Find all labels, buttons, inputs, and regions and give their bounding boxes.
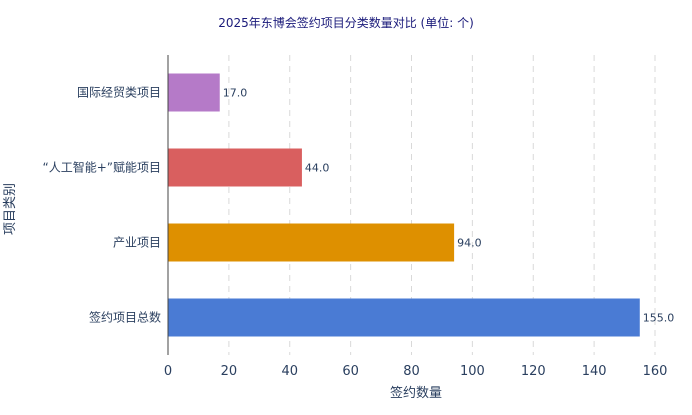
x-tick-label: 0 [164,364,172,379]
bar [168,223,455,262]
x-axis-title: 签约数量 [390,385,442,401]
x-tick-labels: 0 20 40 60 80 100 120 140 160 [164,364,668,379]
data-label: 44.0 [305,162,330,175]
x-tick-label: 140 [582,364,607,379]
category-label: 国际经贸类项目 [77,86,161,100]
bars [168,73,640,337]
x-tick-label: 60 [342,364,359,379]
x-tick-label: 100 [460,364,485,379]
data-label: 155.0 [643,312,675,325]
bar [168,298,640,337]
x-tick-label: 40 [281,364,298,379]
bar [168,73,220,112]
category-label: 产业项目 [113,236,161,250]
x-tick-label: 20 [221,364,238,379]
y-axis-title: 项目类别 [3,183,18,235]
gridlines [228,55,656,355]
data-label: 17.0 [223,87,248,100]
category-label: 签约项目总数 [89,310,161,325]
bar [168,148,302,187]
x-tick-label: 80 [403,364,420,379]
x-tick-label: 160 [643,364,668,379]
data-label: 94.0 [457,237,482,250]
category-label: “人工智能+”赋能项目 [43,160,162,175]
x-tick-label: 120 [521,364,546,379]
chart-title: 2025年东博会签约项目分类数量对比 (单位: 个) [218,15,474,30]
data-labels: 17.0 44.0 94.0 155.0 [223,87,675,325]
